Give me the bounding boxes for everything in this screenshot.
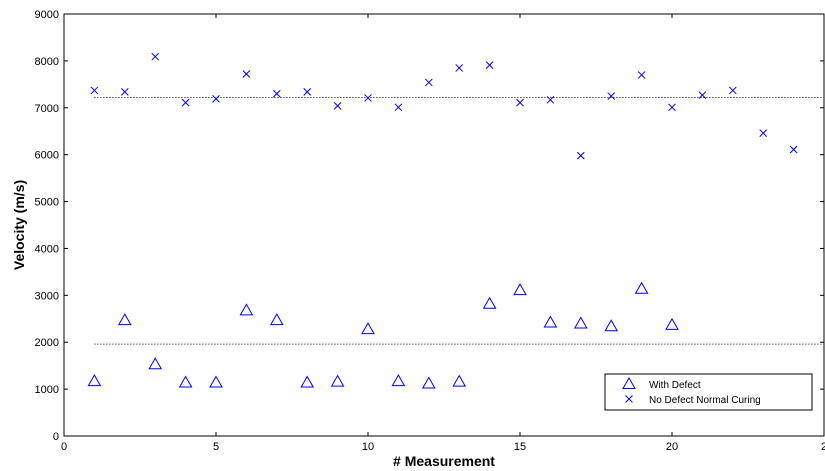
data-point-x [728,86,737,95]
data-point-x [333,102,342,110]
legend-box [604,373,813,411]
data-point-x [303,87,312,96]
data-point-triangle [330,374,345,387]
y-tick-label: 4000 [35,243,59,255]
data-point-triangle [178,375,193,388]
data-point-x [272,89,281,98]
data-point-x [151,52,160,61]
data-point-x [242,70,251,78]
y-tick-label: 1000 [35,384,59,396]
data-point-triangle [665,317,679,330]
data-point-triangle [239,303,254,316]
data-point-x [637,71,646,79]
y-tick-label: 9000 [35,9,59,21]
data-point-x [576,151,585,160]
x-tick-label: 0 [61,441,67,453]
data-point-triangle [117,313,132,326]
legend-marker-x [625,395,633,403]
data-point-x [212,95,220,103]
data-point-x [424,78,433,87]
data-point-triangle [209,375,223,388]
data-point-x [90,86,99,95]
data-point-triangle [391,374,406,387]
data-point-x [789,145,798,154]
y-tick-label: 0 [53,431,59,443]
data-point-x [485,61,494,69]
x-tick-label: 20 [666,441,678,453]
data-point-x [607,92,616,100]
data-markers [87,52,798,389]
data-point-triangle [634,281,649,294]
data-point-triangle [543,315,558,328]
x-axis-ticks: 0 5 10 15 20 2 [61,14,825,453]
data-point-triangle [482,296,497,309]
x-tick-label: 10 [362,441,374,453]
data-point-triangle [604,319,619,332]
data-point-x [516,98,524,107]
data-point-x [546,95,555,104]
data-point-x [698,91,707,99]
data-point-triangle [269,313,284,326]
data-point-triangle [573,316,588,329]
mean-lines [94,96,824,345]
data-point-triangle [513,283,527,296]
y-axis-label: Velocity (m/s) [11,180,27,270]
x-axis-label: # Measurement [393,453,495,469]
data-point-triangle [421,376,436,389]
data-point-x [364,94,372,102]
y-tick-label: 6000 [35,150,59,162]
legend-entry-label: No Defect Normal Curing [649,395,761,406]
y-tick-label: 7000 [35,103,59,115]
data-point-x [668,103,676,112]
x-tick-label: 15 [514,441,526,453]
x-tick-label: 5 [213,441,219,453]
data-point-triangle [148,357,163,370]
legend-entry-label: With Defect [649,380,701,391]
legend: With Defect No Defect Normal Curing [604,373,813,411]
data-point-x [394,103,403,112]
y-tick-label: 3000 [35,290,59,302]
y-tick-label: 8000 [35,56,59,68]
data-point-triangle [300,375,315,388]
legend-marker-triangle [622,376,636,389]
y-tick-label: 5000 [35,197,59,209]
plot-area-frame [63,13,825,437]
data-point-x [759,129,768,137]
data-point-triangle [361,322,375,335]
data-point-x [120,87,129,96]
data-point-triangle [452,374,467,387]
data-point-triangle [87,374,102,387]
y-tick-label: 2000 [35,337,59,349]
data-point-x [181,98,190,107]
x-tick-label: 2 [821,441,825,453]
y-axis-ticks: 0 1000 2000 3000 4000 5000 6000 7000 8000 9000 [35,9,824,443]
data-point-x [455,64,464,72]
